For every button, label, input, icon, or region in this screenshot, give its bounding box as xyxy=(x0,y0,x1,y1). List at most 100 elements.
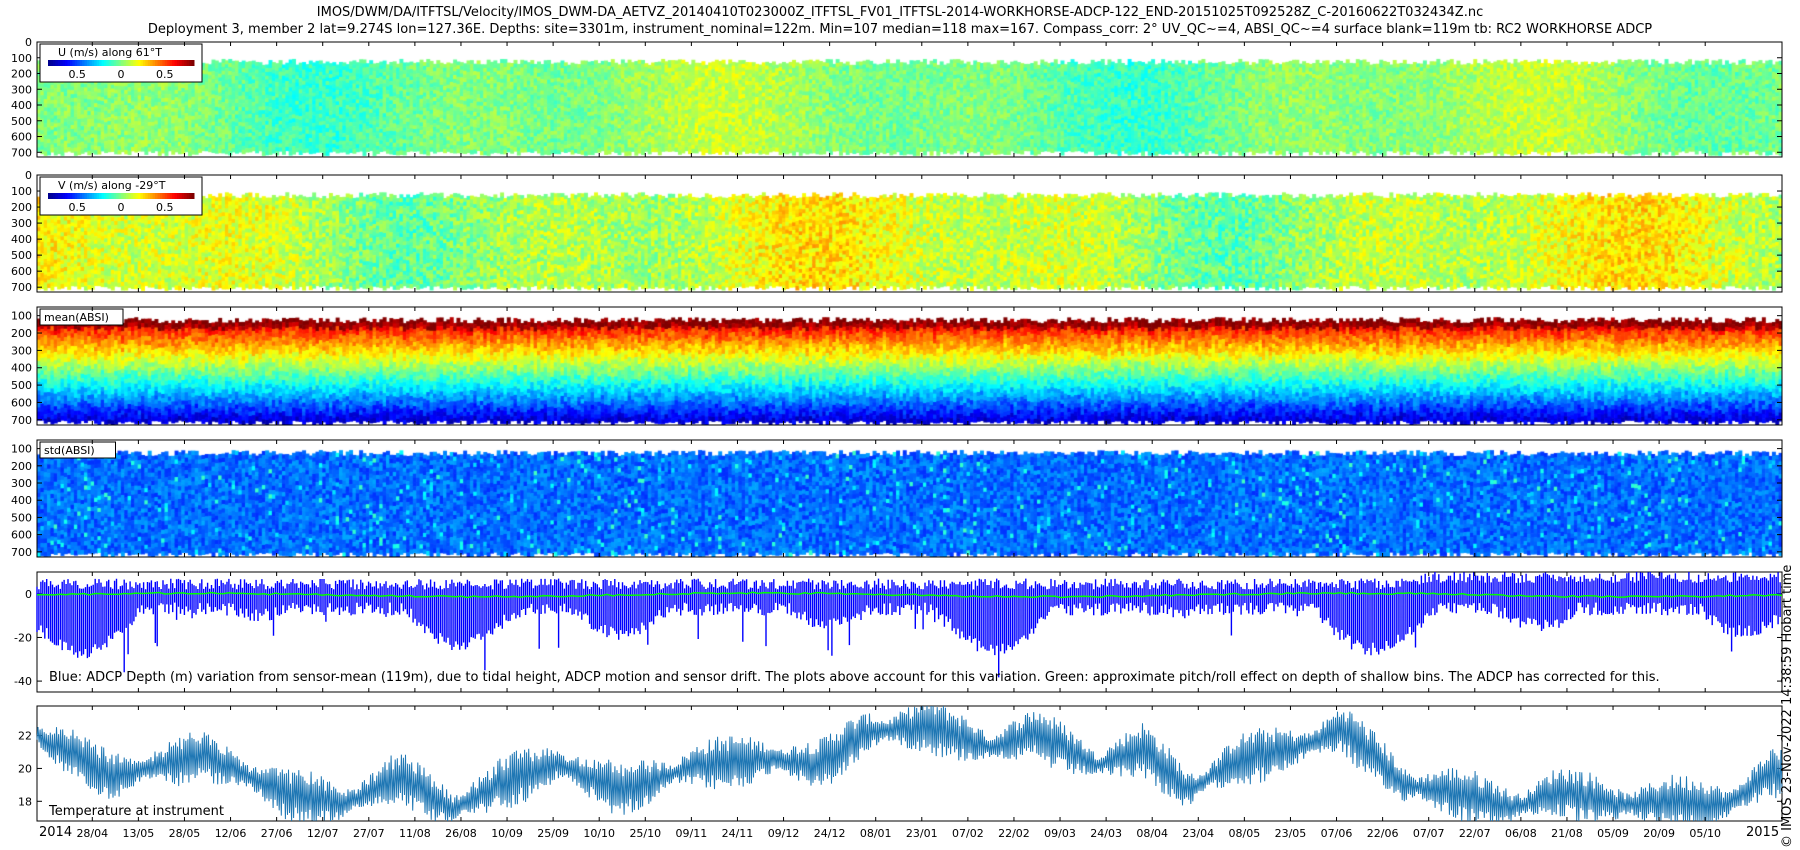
colorbar-tick-label: 0.5 xyxy=(156,68,174,81)
colorbar-cell xyxy=(67,60,71,66)
colorbar-cell xyxy=(184,193,188,199)
x-tick-label: 23/05 xyxy=(1275,827,1307,840)
colorbar-cell xyxy=(91,193,95,199)
colorbar-cell xyxy=(169,193,173,199)
temperature-panel xyxy=(36,705,1783,822)
colorbar-cell xyxy=(125,60,129,66)
x-tick-label: 12/07 xyxy=(307,827,339,840)
colorbar-cell xyxy=(145,60,149,66)
colorbar-cell xyxy=(147,60,151,66)
legend: V (m/s) along -29°T 0.5 0 0.5 xyxy=(39,176,203,216)
timestamp-label: © IMOS 23-Nov-2022 14:38:59 Hobart time xyxy=(1780,564,1795,848)
colorbar-cell xyxy=(67,193,71,199)
x-year-start-label: 2014 xyxy=(39,825,72,840)
colorbar-cell xyxy=(74,193,78,199)
colorbar-cell xyxy=(159,193,163,199)
x-tick-label: 08/04 xyxy=(1136,827,1168,840)
colorbar-cell xyxy=(169,60,173,66)
y-tick-label: 200 xyxy=(11,460,32,473)
colorbar-cell xyxy=(72,193,76,199)
colorbar-cell xyxy=(84,193,88,199)
y-tick-label: 0 xyxy=(25,36,32,49)
x-tick-label: 28/04 xyxy=(76,827,108,840)
colorbar-cell xyxy=(89,193,93,199)
y-tick-label: 700 xyxy=(11,281,32,294)
heatmap-image xyxy=(37,175,1782,292)
colorbar-cell xyxy=(65,60,68,66)
x-tick-label: 07/06 xyxy=(1321,827,1353,840)
colorbar-cell xyxy=(89,60,93,66)
colorbar-cell xyxy=(69,60,73,66)
colorbar-cell xyxy=(164,60,168,66)
legend-title: V (m/s) along -29°T xyxy=(58,179,166,192)
y-tick-label: 200 xyxy=(11,327,32,340)
x-tick-label: 10/09 xyxy=(491,827,523,840)
colorbar-cell xyxy=(157,60,161,66)
colorbar-cell xyxy=(189,60,193,66)
colorbar-cell xyxy=(50,60,54,66)
x-tick-label: 22/06 xyxy=(1367,827,1399,840)
colorbar-cell xyxy=(176,193,180,199)
y-tick-label: 300 xyxy=(11,344,32,357)
y-tick-label: 700 xyxy=(11,414,32,427)
x-tick-label: 24/12 xyxy=(814,827,846,840)
heatmap-panel-2 xyxy=(36,174,1783,293)
colorbar-cell xyxy=(186,193,190,199)
x-tick-label: 06/08 xyxy=(1505,827,1537,840)
colorbar-cell xyxy=(186,60,190,66)
colorbar-cell xyxy=(172,60,176,66)
colorbar-cell xyxy=(152,193,156,199)
colorbar-cell xyxy=(50,193,54,199)
y-tick-label: 20 xyxy=(18,762,32,775)
colorbar-cell xyxy=(60,193,64,199)
legend-box xyxy=(39,308,124,326)
x-tick-label: 08/01 xyxy=(860,827,892,840)
colorbar-cell xyxy=(130,60,134,66)
x-tick-label: 05/09 xyxy=(1597,827,1629,840)
x-tick-label: 07/02 xyxy=(952,827,984,840)
colorbar-cell xyxy=(48,60,51,66)
colorbar-cell xyxy=(99,60,103,66)
colorbar-cell xyxy=(167,60,171,66)
colorbar-cell xyxy=(82,193,85,199)
x-tick-label: 26/08 xyxy=(445,827,477,840)
y-tick-label: 600 xyxy=(11,265,32,278)
series-temperature xyxy=(36,705,1783,822)
y-tick-label: 0 xyxy=(25,169,32,182)
heatmap-image xyxy=(37,307,1782,425)
colorbar-cell xyxy=(52,60,56,66)
colorbar-cell xyxy=(150,193,154,199)
colorbar-cell xyxy=(140,193,144,199)
y-tick-label: 600 xyxy=(11,131,32,144)
colorbar-cell xyxy=(79,193,83,199)
colorbar-cell xyxy=(84,60,88,66)
y-tick-label: 400 xyxy=(11,362,32,375)
x-tick-label: 13/05 xyxy=(123,827,155,840)
colorbar-cell xyxy=(181,60,185,66)
x-tick-label: 09/12 xyxy=(768,827,800,840)
x-tick-label: 10/10 xyxy=(583,827,615,840)
y-tick-label: 500 xyxy=(11,511,32,524)
colorbar-cell xyxy=(111,60,115,66)
colorbar-tick-label: 0 xyxy=(118,68,125,81)
y-tick-label: -40 xyxy=(14,675,32,688)
series-adcp-depth xyxy=(36,572,1781,678)
legend: std(ABSI) xyxy=(39,441,116,459)
x-tick-label: 09/11 xyxy=(676,827,708,840)
x-tick-label: 20/09 xyxy=(1643,827,1675,840)
colorbar-cell xyxy=(174,60,178,66)
colorbar-cell xyxy=(121,60,124,66)
colorbar-cell xyxy=(162,60,166,66)
temperature-annotation: Temperature at instrument xyxy=(48,804,224,819)
colorbar-cell xyxy=(72,60,76,66)
colorbar-cell xyxy=(60,60,64,66)
colorbar-cell xyxy=(77,193,81,199)
colorbar-cell xyxy=(133,193,137,199)
y-tick-label: 400 xyxy=(11,494,32,507)
colorbar-cell xyxy=(55,60,59,66)
colorbar-cell xyxy=(57,60,61,66)
x-tick-label: 27/06 xyxy=(261,827,293,840)
colorbar-cell xyxy=(91,60,95,66)
colorbar-cell xyxy=(155,193,158,199)
